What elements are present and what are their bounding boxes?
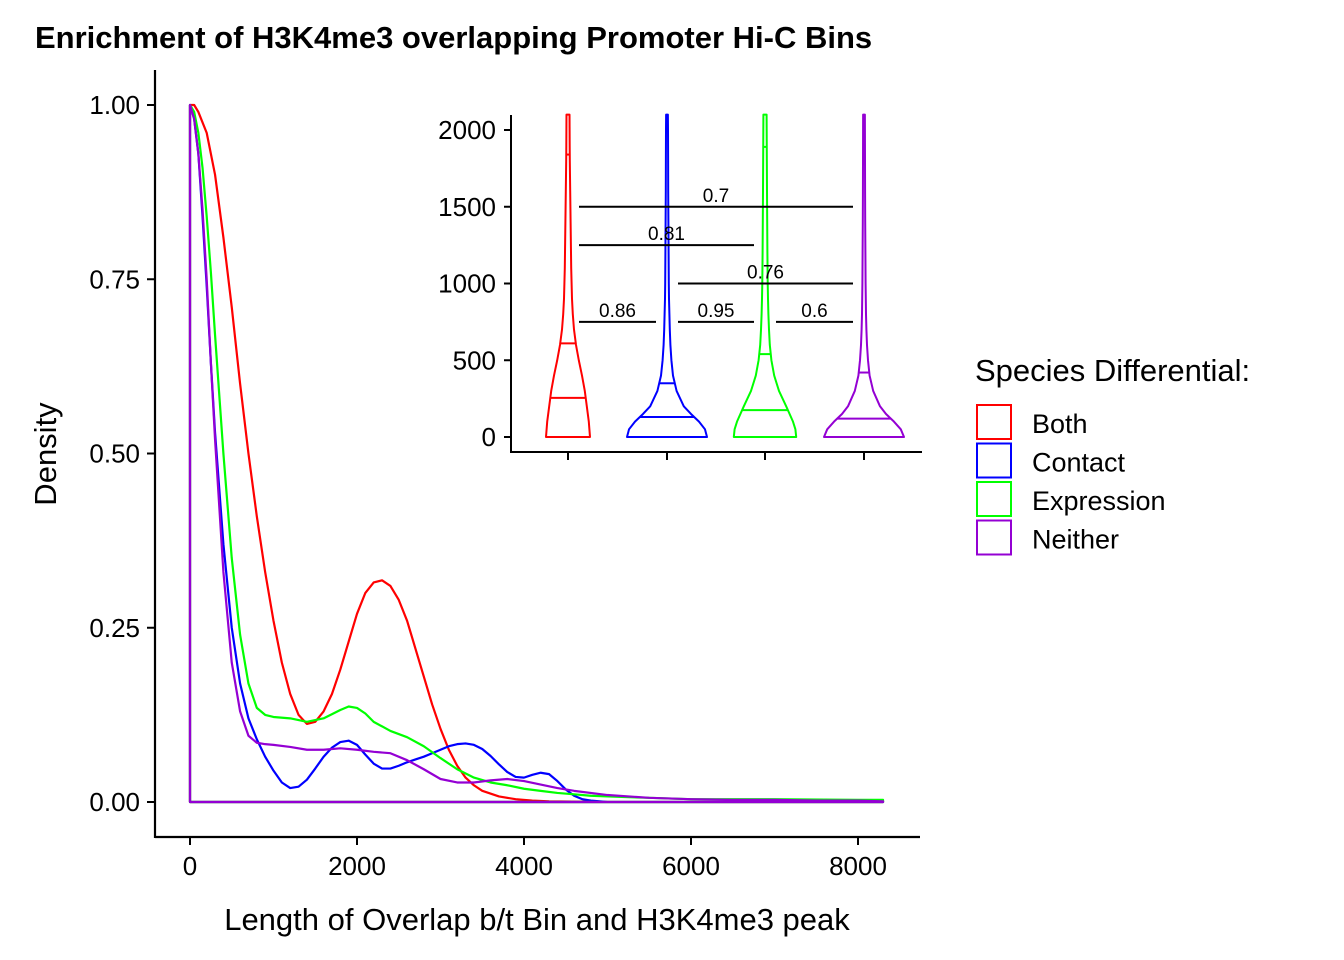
comparison-p-value: 0.95 bbox=[698, 301, 735, 322]
density-line-both bbox=[188, 103, 885, 804]
y-tick-label: 0.00 bbox=[89, 787, 140, 817]
violin-neither bbox=[823, 113, 905, 438]
density-line-neither bbox=[188, 103, 885, 804]
legend-key-neither bbox=[976, 519, 1012, 556]
x-tick-label: 0 bbox=[183, 851, 197, 881]
legend-key-expression bbox=[976, 481, 1012, 517]
violin-contact bbox=[626, 113, 708, 438]
inset-y-tick-label: 1500 bbox=[438, 192, 496, 222]
inset-y-tick-label: 1000 bbox=[438, 269, 496, 299]
x-axis-label: Length of Overlap b/t Bin and H3K4me3 pe… bbox=[224, 902, 850, 937]
y-tick-label: 0.75 bbox=[89, 264, 140, 294]
legend-key-contact bbox=[976, 442, 1012, 479]
x-tick-label: 2000 bbox=[328, 851, 386, 881]
x-tick-label: 4000 bbox=[495, 851, 553, 881]
density-line-expression bbox=[188, 103, 885, 804]
inset-y-tick-label: 2000 bbox=[438, 115, 496, 145]
density-line-contact bbox=[188, 103, 885, 804]
legend-label-neither: Neither bbox=[1032, 525, 1119, 555]
y-tick-label: 0.50 bbox=[89, 439, 140, 469]
violin-both bbox=[545, 113, 591, 438]
legend-label-contact: Contact bbox=[1032, 448, 1126, 478]
chart-title: Enrichment of H3K4me3 overlapping Promot… bbox=[35, 20, 872, 55]
y-tick-label: 1.00 bbox=[89, 90, 140, 120]
inset-y-tick-label: 500 bbox=[453, 345, 496, 375]
comparison-p-value: 0.6 bbox=[801, 301, 827, 322]
x-tick-label: 8000 bbox=[829, 851, 887, 881]
x-tick-label: 6000 bbox=[662, 851, 720, 881]
density-plot: 0 2000 4000 6000 8000 0.00 0.25 0.50 0.75 1.00 bbox=[89, 70, 920, 881]
violin-expression bbox=[732, 113, 798, 438]
comparison-p-value: 0.7 bbox=[703, 186, 729, 207]
legend-label-expression: Expression bbox=[1032, 486, 1166, 516]
violin-inset: 0 500 1000 1500 2000 0.86 0.95 0.6 0.76 0.81 0.7 bbox=[438, 113, 922, 460]
inset-y-tick-label: 0 bbox=[482, 422, 496, 452]
legend-label-both: Both bbox=[1032, 409, 1088, 439]
legend-key-both bbox=[976, 404, 1012, 440]
legend: Species Differential: Both Contact Express… bbox=[975, 353, 1250, 556]
comparison-p-value: 0.81 bbox=[648, 224, 685, 245]
legend-title: Species Differential: bbox=[975, 353, 1250, 388]
comparison-p-value: 0.76 bbox=[747, 263, 784, 284]
comparison-p-value: 0.86 bbox=[599, 301, 636, 322]
y-axis-label: Density bbox=[28, 402, 63, 506]
y-tick-label: 0.25 bbox=[89, 613, 140, 643]
